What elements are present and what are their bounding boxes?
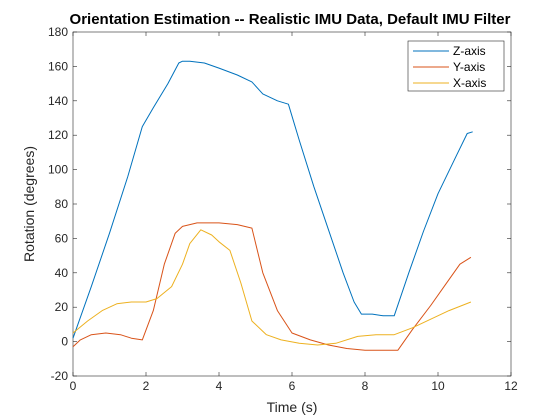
series-line-z-axis [72, 60, 473, 339]
x-tick-label: 2 [143, 379, 150, 393]
y-tick-label: 80 [55, 197, 69, 211]
x-tick-label: 12 [504, 379, 518, 393]
y-axis-label: Rotation (degrees) [21, 146, 37, 262]
chart-title: Orientation Estimation -- Realistic IMU … [70, 11, 511, 28]
x-tick-label: 0 [70, 379, 77, 393]
x-tick-label: 10 [431, 379, 445, 393]
y-axis-ticks: -20 0 20 40 60 80 100 120 140 160 180 [48, 25, 511, 383]
x-tick-label: 6 [289, 379, 296, 393]
series-line-x-axis [72, 229, 472, 346]
y-tick-label: 120 [48, 128, 68, 142]
y-tick-label: -20 [51, 369, 69, 383]
y-tick-label: 60 [55, 231, 69, 245]
legend-label-z-axis: Z-axis [453, 44, 486, 58]
x-tick-label: 4 [216, 379, 223, 393]
series-lines [72, 60, 473, 351]
series-line-y-axis [72, 222, 472, 351]
y-tick-label: 140 [48, 94, 68, 108]
legend: Z-axis Y-axis X-axis [407, 40, 505, 92]
y-tick-label: 180 [48, 25, 68, 39]
y-tick-label: 100 [48, 163, 68, 177]
y-tick-label: 40 [55, 266, 69, 280]
x-axis-ticks: 0 2 4 6 8 10 12 [70, 32, 518, 393]
legend-label-y-axis: Y-axis [453, 60, 485, 74]
y-tick-label: 160 [48, 59, 68, 73]
legend-label-x-axis: X-axis [453, 76, 486, 90]
y-tick-label: 0 [61, 335, 68, 349]
x-axis-label: Time (s) [267, 399, 318, 415]
y-tick-label: 20 [55, 300, 69, 314]
x-tick-label: 8 [362, 379, 369, 393]
